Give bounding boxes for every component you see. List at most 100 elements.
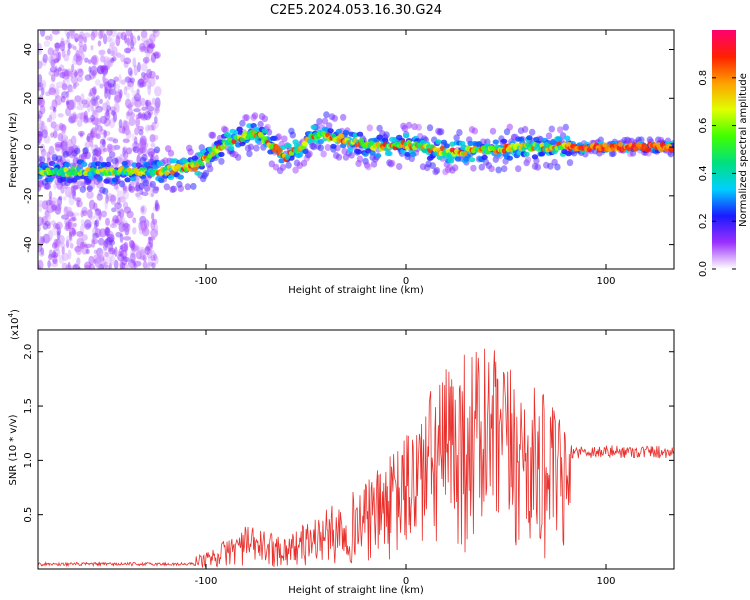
heat-cell <box>145 102 153 108</box>
heat-cell <box>562 123 569 131</box>
heat-cell <box>38 42 42 53</box>
heat-cell <box>80 93 85 102</box>
heat-cell <box>40 121 46 132</box>
heat-cell <box>119 217 124 223</box>
heat-cell <box>61 68 68 77</box>
heat-cell <box>98 256 105 262</box>
heat-cell <box>109 239 113 245</box>
heat-cell <box>554 163 561 171</box>
heat-cell <box>555 136 562 142</box>
heat-cell <box>109 50 115 57</box>
heat-cell <box>43 135 51 144</box>
heat-cell <box>155 75 159 80</box>
heat-cell <box>147 262 154 267</box>
heat-cell <box>376 124 383 132</box>
heat-cell <box>71 213 76 222</box>
heat-cell <box>69 30 75 40</box>
heat-cell <box>135 192 141 198</box>
heat-cell <box>147 112 152 119</box>
heat-cell <box>257 120 264 128</box>
heat-cell <box>103 238 109 248</box>
heat-cell <box>146 249 153 259</box>
heat-cell <box>40 30 46 37</box>
heat-cell <box>38 130 43 142</box>
heat-cell <box>75 245 82 256</box>
heat-cell <box>109 223 118 229</box>
heat-cell <box>150 254 156 262</box>
heat-cell <box>76 199 80 208</box>
heat-cell <box>73 263 78 269</box>
heat-cell <box>135 250 142 260</box>
heat-cell <box>124 128 131 136</box>
heat-cell <box>55 143 61 152</box>
heat-cell <box>130 32 134 42</box>
heat-cell <box>62 72 67 79</box>
heat-cell <box>261 115 268 123</box>
heat-cell <box>70 30 76 34</box>
heat-cell <box>118 221 126 233</box>
heat-cell <box>108 194 116 203</box>
heat-cell <box>38 60 43 70</box>
heat-cell <box>85 117 94 123</box>
heat-cell <box>194 170 201 176</box>
heat-cell <box>302 141 308 147</box>
heat-cell <box>86 97 91 105</box>
heat-cell <box>279 163 287 171</box>
heat-cell <box>148 76 156 87</box>
y-tick-label: 1.0 <box>23 452 34 468</box>
heat-cell <box>140 139 146 150</box>
heatmap-frame <box>37 29 675 270</box>
heat-cell <box>150 219 156 231</box>
heat-cell <box>103 33 108 45</box>
colorbar-label: Normalized spectral amplitude <box>738 73 749 227</box>
heat-cell <box>38 120 45 131</box>
heat-cell <box>44 211 51 222</box>
heat-cell <box>148 236 156 241</box>
heat-cell <box>97 40 102 47</box>
heat-cell <box>105 256 112 264</box>
heat-cell <box>98 210 102 221</box>
heat-cell <box>134 127 139 136</box>
heat-cell <box>141 206 145 213</box>
heat-cell <box>68 227 77 237</box>
heat-cell <box>285 143 292 149</box>
heat-cell <box>110 194 116 205</box>
heat-cell <box>48 196 52 206</box>
heat-cell <box>76 97 81 106</box>
heat-cell <box>123 61 129 68</box>
heat-cell <box>70 76 79 85</box>
heat-cell <box>94 228 102 238</box>
heat-cell <box>117 197 121 205</box>
heat-cell <box>100 138 106 145</box>
heat-cell <box>38 133 42 144</box>
heat-cell <box>140 97 146 107</box>
heat-cell <box>62 79 66 90</box>
heat-cell <box>61 123 66 135</box>
heat-cell <box>356 155 364 163</box>
heat-cell <box>67 211 74 217</box>
heat-cell <box>153 121 160 129</box>
heat-cell <box>102 139 106 147</box>
heat-cell <box>145 51 151 59</box>
heat-cell <box>63 224 71 232</box>
heat-cell <box>231 138 237 144</box>
heat-cell <box>154 203 160 212</box>
heat-cell <box>61 134 69 141</box>
heat-cell <box>124 177 131 183</box>
heat-cell <box>54 42 61 49</box>
colorbar-tick-label: 0.0 <box>698 261 709 277</box>
y-tick-label: -20 <box>23 188 34 204</box>
heat-cell <box>69 242 74 249</box>
heat-cell <box>38 114 42 122</box>
heat-cell <box>110 110 115 115</box>
heat-cell <box>123 120 130 132</box>
heat-cell <box>131 243 137 253</box>
heat-cell <box>102 187 109 195</box>
heat-cell <box>128 185 135 193</box>
heat-cell <box>136 88 140 95</box>
heat-cell <box>57 71 63 78</box>
heat-cell <box>71 227 76 236</box>
heat-cell <box>38 140 41 146</box>
heat-cell <box>119 89 123 99</box>
heat-cell <box>108 144 117 152</box>
